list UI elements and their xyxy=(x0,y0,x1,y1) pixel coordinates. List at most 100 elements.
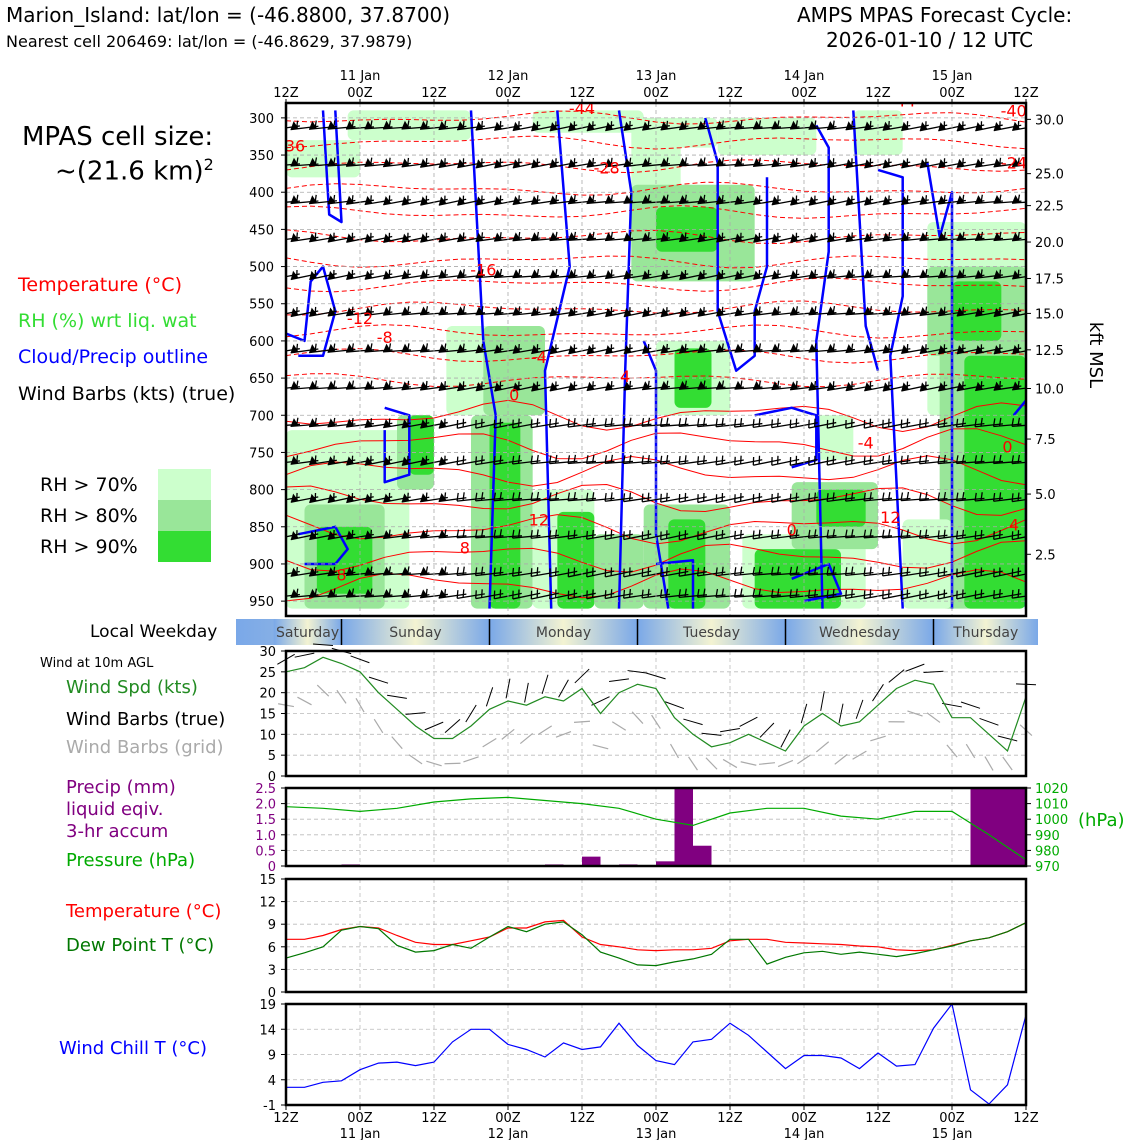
wind-barb-shaft xyxy=(734,459,763,466)
wind-barb xyxy=(807,588,837,599)
weekday-segment xyxy=(785,619,934,645)
time-tick-label-top: 12Z xyxy=(569,86,595,101)
wind-barb xyxy=(456,455,485,466)
legend-rh: RH (%) wrt liq. wat xyxy=(18,310,197,332)
wind-barb xyxy=(881,491,911,502)
wind-barb-shaft xyxy=(660,570,689,578)
wind-barb-shaft xyxy=(919,534,948,539)
wind-barb xyxy=(993,530,1022,541)
wind-barb xyxy=(937,491,967,502)
wind-barb xyxy=(919,418,948,429)
temp-ytick-label: 12 xyxy=(259,896,276,911)
pressure-tick-label: 450 xyxy=(249,223,274,238)
wind-barb-feather xyxy=(665,343,668,353)
wind-barb-feather xyxy=(998,589,1001,598)
wind-barb-feather xyxy=(832,455,835,464)
wind-barb-feather xyxy=(999,344,1001,353)
wind-barb-feather xyxy=(887,529,891,538)
weekday-name: Wednesday xyxy=(819,625,900,641)
wind-barb-feather xyxy=(869,343,872,353)
wind-barb-feather xyxy=(462,418,465,427)
wind-barb-feather xyxy=(480,589,483,598)
wind-barb-feather xyxy=(832,492,835,501)
rh-patch xyxy=(816,489,866,527)
wind10m-barb-grid xyxy=(946,744,958,758)
wind-barb-feather xyxy=(425,195,428,204)
wind-barb-feather xyxy=(586,530,588,540)
wind-barb-shaft xyxy=(993,423,1022,428)
wind-barb-feather xyxy=(813,492,817,501)
weekday-segment xyxy=(637,619,786,645)
wind-barb-feather xyxy=(850,306,854,315)
wind-barb-feather xyxy=(752,566,756,576)
wind-barb-shaft xyxy=(531,592,559,600)
wind-barb-feather xyxy=(314,120,317,129)
wind-barb-feather xyxy=(554,231,558,241)
wind-barb-feather xyxy=(813,157,816,167)
wind-barb-shaft xyxy=(605,497,633,502)
wind-barb xyxy=(734,492,763,504)
wind-barb-feather xyxy=(888,418,890,427)
wind10m-barb-true xyxy=(720,728,740,733)
wind-barb-feather xyxy=(739,529,742,539)
wind-barb-feather xyxy=(993,531,995,540)
temperature-label: Temperature (°C) xyxy=(66,901,222,922)
wind-barb-feather xyxy=(906,158,909,167)
wind-barb-feather xyxy=(314,269,317,279)
wind-10m-title: Wind at 10m AGL xyxy=(40,656,154,671)
wind-barb xyxy=(826,566,856,576)
wind-barb-feather xyxy=(955,455,959,464)
wind-barb xyxy=(678,588,708,599)
wind-barb-feather xyxy=(1017,121,1020,130)
wind-barb xyxy=(715,417,744,428)
wind-barb-feather xyxy=(622,418,626,427)
legend-temperature: Temperature (°C) xyxy=(18,274,182,296)
wind-barb xyxy=(992,454,1022,465)
wind-barb-feather xyxy=(425,566,429,575)
wind-barb-feather xyxy=(555,344,557,353)
wind-barb-feather xyxy=(924,418,927,427)
wind-barb-feather xyxy=(887,455,891,464)
wind-barb-feather xyxy=(684,232,687,241)
legend-rh90-label: RH > 90% xyxy=(40,536,138,558)
wind-barb-feather xyxy=(789,419,792,428)
wind-barb-feather xyxy=(536,268,540,278)
wind-barb-feather xyxy=(388,492,391,502)
time-tick-label-top: 00Z xyxy=(791,86,817,101)
wind-barb-feather xyxy=(369,343,373,352)
wind-barb-shaft xyxy=(457,593,485,599)
wind-barb-shaft xyxy=(901,460,929,465)
wind-barb-shaft xyxy=(808,593,837,599)
wind-barb-feather xyxy=(388,588,391,597)
wind-barb-feather xyxy=(961,269,965,278)
wind-barb-shaft xyxy=(623,497,652,503)
rh-patch xyxy=(952,281,1002,341)
wind-barb-feather xyxy=(629,307,631,316)
wind-barb-feather xyxy=(332,380,336,389)
wind-barb-feather xyxy=(776,588,780,597)
wind-barb-feather xyxy=(882,419,884,429)
wind-barb-feather xyxy=(684,417,688,427)
wind-barb-feather xyxy=(462,589,465,598)
wind-barb xyxy=(992,492,1022,502)
wind-barb-feather xyxy=(567,418,570,428)
time-tick-label-bottom: 12Z xyxy=(1013,1111,1039,1126)
wind-barb xyxy=(715,529,744,540)
precip-bar xyxy=(1007,788,1026,866)
wind-barb-feather xyxy=(351,455,354,464)
wind-barb-shaft xyxy=(956,422,985,428)
wind-barb-feather xyxy=(703,530,705,539)
wind-barb-feather xyxy=(845,590,848,599)
wind-barb-feather xyxy=(974,492,977,502)
wind10m-ytick-label: 10 xyxy=(259,728,276,743)
wind-barb xyxy=(715,455,744,466)
wind-barb-feather xyxy=(573,194,576,204)
wind-barb-feather xyxy=(425,306,429,315)
wind-barb xyxy=(604,530,633,541)
wind-barb-feather xyxy=(277,493,280,501)
wind-barb-shaft xyxy=(530,497,560,502)
wind-barb xyxy=(678,455,707,465)
pressure-ytick-label: 1020 xyxy=(1035,782,1068,797)
wind-barb xyxy=(919,567,948,578)
